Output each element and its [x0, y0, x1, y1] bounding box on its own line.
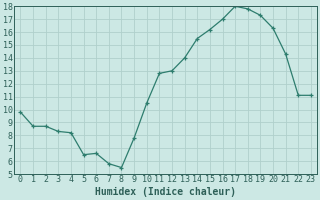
- X-axis label: Humidex (Indice chaleur): Humidex (Indice chaleur): [95, 187, 236, 197]
